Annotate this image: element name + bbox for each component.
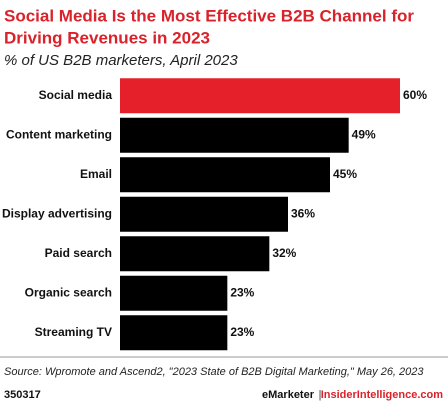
value-label: 23% <box>230 285 254 299</box>
footer-site: InsiderIntelligence.com <box>321 389 443 401</box>
value-label: 60% <box>403 88 427 102</box>
value-label: 45% <box>333 167 357 181</box>
category-label: Email <box>80 167 112 181</box>
bar <box>120 275 228 311</box>
value-label: 32% <box>272 246 296 260</box>
bar <box>120 315 228 351</box>
category-label: Streaming TV <box>35 325 112 339</box>
bar <box>120 117 349 153</box>
chart-subtitle: % of US B2B marketers, April 2023 <box>4 52 238 69</box>
value-label: 23% <box>230 325 254 339</box>
value-label: 49% <box>352 127 376 141</box>
chart-title: Social Media Is the Most Effective B2B C… <box>4 6 414 25</box>
value-label: 36% <box>291 206 315 220</box>
bar <box>120 78 400 114</box>
footer-id: 350317 <box>4 389 41 401</box>
category-label: Content marketing <box>6 127 112 141</box>
bar <box>120 236 270 272</box>
category-label: Organic search <box>25 285 112 299</box>
bar <box>120 196 288 232</box>
chart-title: Driving Revenues in 2023 <box>4 28 210 47</box>
footer-separator: | <box>318 389 321 401</box>
category-label: Social media <box>39 88 113 102</box>
footer-brand: eMarketer <box>262 389 315 401</box>
bar <box>120 157 330 193</box>
source: Source: Wpromote and Ascend2, "2023 Stat… <box>4 366 424 378</box>
category-label: Display advertising <box>2 206 112 220</box>
category-label: Paid search <box>45 246 112 260</box>
